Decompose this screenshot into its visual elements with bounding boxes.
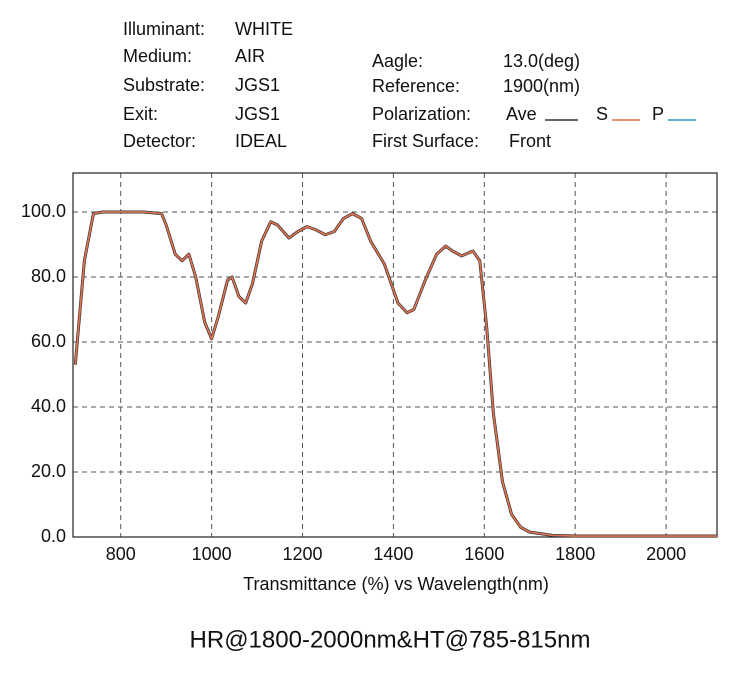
legend-label: P [652,104,664,124]
y-tick-label: 100.0 [21,201,66,221]
info-value: Front [509,131,551,151]
info-value: 13.0(deg) [503,51,580,71]
info-label: Medium: [123,46,192,66]
series-line [74,211,717,537]
info-value: WHITE [235,19,293,39]
info-label: Reference: [372,76,460,96]
legend-label: Ave [506,104,537,124]
info-value: AIR [235,46,265,66]
info-label: First Surface: [372,131,479,151]
x-tick-label: 1000 [192,544,232,564]
plot-frame [72,172,718,538]
y-tick-label: 60.0 [31,331,66,351]
info-label: Substrate: [123,75,205,95]
chart-title: HR@1800-2000nm&HT@785-815nm [190,626,591,653]
info-label: Illuminant: [123,19,205,39]
info-label: Aagle: [372,51,423,71]
info-value: JGS1 [235,104,280,124]
info-value: 1900(nm) [503,76,580,96]
y-tick-label: 20.0 [31,461,66,481]
x-tick-label: 2000 [646,544,686,564]
x-axis-label: Transmittance (%) vs Wavelength(nm) [243,574,549,594]
x-tick-label: 1600 [464,544,504,564]
x-tick-label: 1800 [555,544,595,564]
x-tick-label: 1400 [373,544,413,564]
y-tick-label: 40.0 [31,396,66,416]
y-tick-label: 80.0 [31,266,66,286]
series-line [73,210,717,538]
x-tick-label: 800 [106,544,136,564]
info-value: JGS1 [235,75,280,95]
info-value: IDEAL [235,131,287,151]
series-line [74,211,717,537]
info-label: Detector: [123,131,196,151]
y-tick-label: 0.0 [41,526,66,546]
info-label: Exit: [123,104,158,124]
legend-label: S [596,104,608,124]
legend-label: Polarization: [372,104,471,124]
x-tick-label: 1200 [282,544,322,564]
